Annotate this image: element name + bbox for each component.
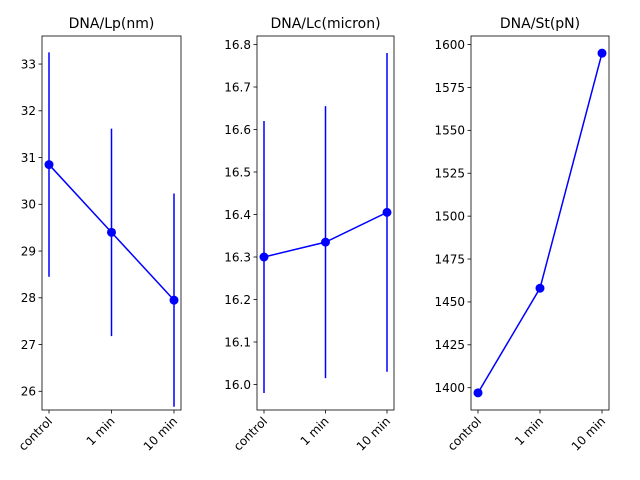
y-tick-label: 16.8 [224, 38, 251, 52]
y-tick-label: 1475 [434, 252, 465, 266]
y-tick-label: 26 [21, 385, 36, 399]
y-tick-label: 16.5 [224, 165, 251, 179]
y-tick-label: 1550 [434, 124, 465, 138]
y-tick-label: 16.0 [224, 378, 251, 392]
y-tick-label: 32 [21, 104, 36, 118]
y-tick-label: 16.4 [224, 208, 251, 222]
x-tick-label: 10 min [354, 414, 393, 453]
y-tick-label: 1425 [434, 338, 465, 352]
y-tick-label: 16.1 [224, 335, 251, 349]
x-tick-label: 10 min [141, 414, 180, 453]
y-tick-label: 1575 [434, 81, 465, 95]
x-tick-label: control [16, 414, 55, 453]
y-tick-label: 1600 [434, 38, 465, 52]
y-tick-label: 33 [21, 57, 36, 71]
y-tick-label: 31 [21, 151, 36, 165]
subplot-lp: DNA/Lp(nm) 26 27 28 29 30 31 32 33 control 1 min 1… [16, 16, 182, 454]
data-point [259, 252, 269, 262]
x-tick-label: 1 min [84, 414, 118, 448]
subplot-title: DNA/St(pN) [500, 16, 580, 32]
series-line [477, 52, 603, 394]
x-tick-label: 10 min [569, 414, 608, 453]
y-tick-label: 1525 [434, 167, 465, 181]
y-tick-label: 1400 [434, 381, 465, 395]
data-point [169, 295, 179, 305]
y-tick-label: 28 [21, 291, 36, 305]
data-point [44, 160, 54, 170]
y-tick-label: 1450 [434, 295, 465, 309]
x-tick-label: control [231, 414, 270, 453]
y-tick-label: 16.7 [224, 80, 251, 94]
subplot-title: DNA/Lc(micron) [270, 16, 380, 32]
y-tick-label: 16.2 [224, 293, 251, 307]
x-tick-label: 1 min [298, 414, 332, 448]
data-point [107, 227, 116, 237]
data-point [597, 48, 607, 58]
x-tick-label: control [445, 414, 484, 453]
y-tick-label: 29 [21, 244, 36, 258]
x-tick-label: 1 min [512, 414, 546, 448]
subplot-st: DNA/St(pN) 1400 1425 1450 1475 1500 1525 1550 1… [434, 16, 610, 454]
subplot-lc: DNA/Lc(micron) 16.0 16.1 16.2 16.3 16.4 16.5 1… [224, 16, 395, 454]
y-tick-label: 27 [21, 338, 36, 352]
data-point [473, 388, 483, 398]
subplot-title: DNA/Lp(nm) [69, 16, 155, 32]
y-tick-label: 16.6 [224, 123, 251, 137]
data-point [382, 207, 392, 217]
data-point [535, 283, 545, 293]
y-tick-label: 16.3 [224, 250, 251, 264]
data-point [321, 237, 330, 247]
axes-frame [470, 35, 610, 411]
y-tick-label: 1500 [434, 209, 465, 223]
y-tick-label: 30 [21, 198, 36, 212]
